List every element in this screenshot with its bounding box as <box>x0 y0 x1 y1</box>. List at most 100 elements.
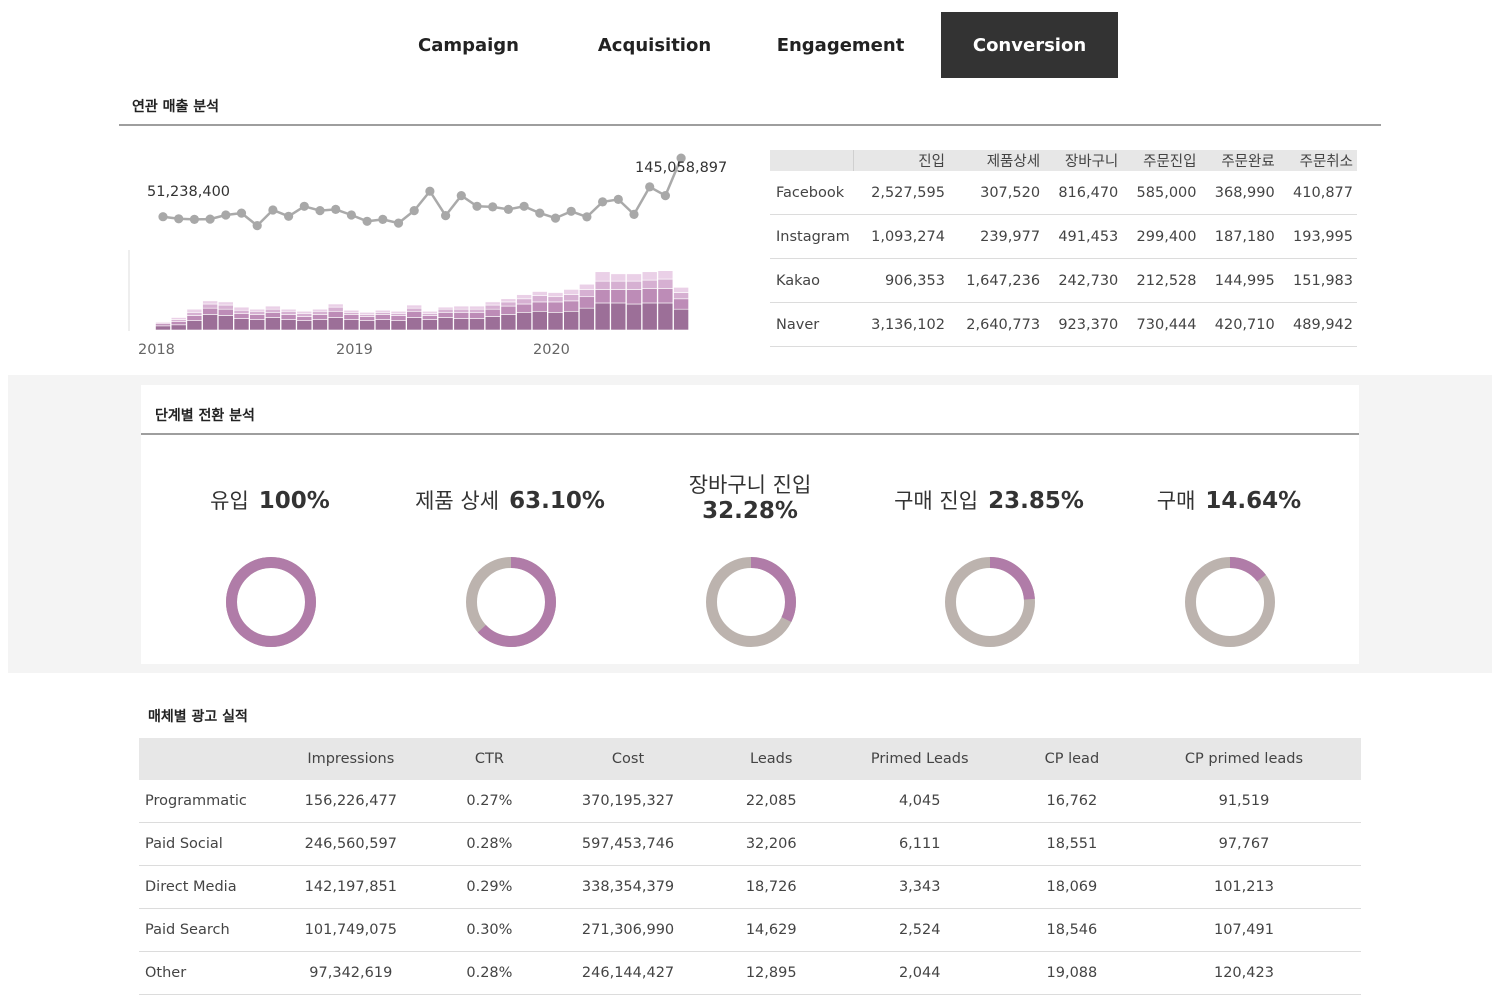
bar-segment <box>422 315 438 320</box>
funnel-stage-checkout: 구매 진입 23.85% <box>869 485 1109 515</box>
table-cell: 3,343 <box>822 865 1017 909</box>
donut-purchase <box>1185 557 1275 647</box>
line-point <box>158 212 168 222</box>
channel-table: 진입 제품상세 장바구니 주문진입 주문완료 주문취소 Facebook 2,5… <box>770 150 1357 347</box>
line-point <box>660 191 671 201</box>
bar-segment <box>406 304 423 309</box>
bar-segment <box>453 305 470 310</box>
bar-segment <box>406 317 423 331</box>
line-point <box>441 211 451 221</box>
line-point <box>299 201 309 211</box>
bar-segment <box>155 321 171 324</box>
row-label: Naver <box>770 302 854 347</box>
row-label: Kakao <box>770 258 854 303</box>
bar-segment <box>296 313 313 317</box>
bar-segment <box>641 279 658 289</box>
tab-acquisition[interactable]: Acquisition <box>597 34 712 56</box>
bar-segment <box>390 310 407 314</box>
bar-segment <box>422 319 438 331</box>
table-cell: 4,045 <box>822 780 1017 823</box>
bar-segment <box>359 316 375 321</box>
tab-engagement[interactable]: Engagement <box>776 34 905 56</box>
line-point <box>284 211 294 221</box>
table-row: Programmatic 156,226,477 0.27% 370,195,3… <box>139 780 1361 823</box>
bar-segment <box>249 314 265 320</box>
row-label: Instagram <box>770 214 854 259</box>
bar-segment <box>641 271 658 281</box>
channel-table-header: 진입 제품상세 장바구니 주문진입 주문완료 주문취소 <box>770 150 1357 171</box>
table-cell: 151,983 <box>1278 258 1357 303</box>
bar-segment <box>202 303 218 309</box>
tab-conversion[interactable]: Conversion <box>941 12 1118 78</box>
year-label-2019: 2019 <box>336 342 373 358</box>
line-point <box>613 194 623 204</box>
bar-segment <box>657 302 674 331</box>
line-point <box>503 204 513 214</box>
bar-segment <box>375 319 391 331</box>
table-cell: 18,726 <box>719 865 823 909</box>
bar-segment <box>484 304 501 310</box>
revenue-line <box>162 157 683 228</box>
table-cell: 193,995 <box>1278 214 1357 259</box>
bar-segment <box>422 310 438 314</box>
bar-segment <box>469 308 485 313</box>
bar-segment <box>500 301 517 307</box>
bar-segment <box>579 289 595 298</box>
bar-segment <box>359 314 375 317</box>
bar-segment <box>626 289 642 305</box>
line-point <box>174 214 184 224</box>
line-point <box>425 186 435 196</box>
bar-segment <box>343 319 360 331</box>
tab-campaign[interactable]: Campaign <box>417 34 519 56</box>
bar-segment <box>516 294 532 300</box>
bar-segment <box>531 301 548 312</box>
line-point <box>582 212 592 222</box>
line-point <box>629 209 639 219</box>
bar-segment <box>500 298 517 303</box>
stage-label: 제품 상세 <box>415 489 500 513</box>
line-point <box>221 210 231 220</box>
end-value-label: 145,058,897 <box>635 160 727 176</box>
line-point <box>676 153 686 163</box>
funnel-section-divider <box>141 433 1359 435</box>
revenue-section-divider <box>119 124 1381 126</box>
row-label: Paid Social <box>139 822 259 866</box>
bar-segment <box>516 298 532 305</box>
stage-percent: 100% <box>258 488 330 514</box>
bar-segment <box>626 273 642 282</box>
funnel-stage-cart: 장바구니 진입 32.28% <box>630 472 870 524</box>
table-row: Kakao 906,353 1,647,236 242,730 212,528 … <box>770 258 1357 303</box>
bar-segment <box>453 308 470 313</box>
bar-segment <box>531 295 548 303</box>
bar-segment <box>531 310 548 331</box>
bar-segment <box>202 307 218 315</box>
bar-segment <box>547 301 564 313</box>
bar-segment <box>516 312 532 331</box>
bar-segment <box>186 308 203 313</box>
table-cell: 32,206 <box>719 822 823 866</box>
table-cell: 239,977 <box>948 214 1045 259</box>
bar-segment <box>579 307 595 331</box>
bar-segment <box>516 303 532 313</box>
line-point <box>346 210 356 220</box>
donut-checkout <box>945 557 1035 647</box>
bar-segment <box>265 317 281 331</box>
bar-segment <box>155 325 171 331</box>
table-cell: 18,551 <box>1016 822 1127 866</box>
line-point <box>598 197 608 207</box>
revenue-line-series <box>158 153 686 231</box>
line-point <box>189 214 199 224</box>
table-cell: 22,085 <box>719 780 823 823</box>
table-cell: 144,995 <box>1200 258 1279 303</box>
bar-segment <box>594 289 611 304</box>
line-point <box>519 201 529 211</box>
bar-segment <box>155 323 171 327</box>
donut-filled-arc <box>226 557 316 647</box>
column-header: CP primed leads <box>1126 738 1361 780</box>
year-label-2020: 2020 <box>533 342 570 358</box>
table-cell: 246,560,597 <box>259 822 443 866</box>
bar-segment <box>437 312 454 318</box>
table-cell: 923,370 <box>1044 302 1123 347</box>
bar-segment <box>484 308 501 317</box>
bar-segment <box>375 309 391 313</box>
